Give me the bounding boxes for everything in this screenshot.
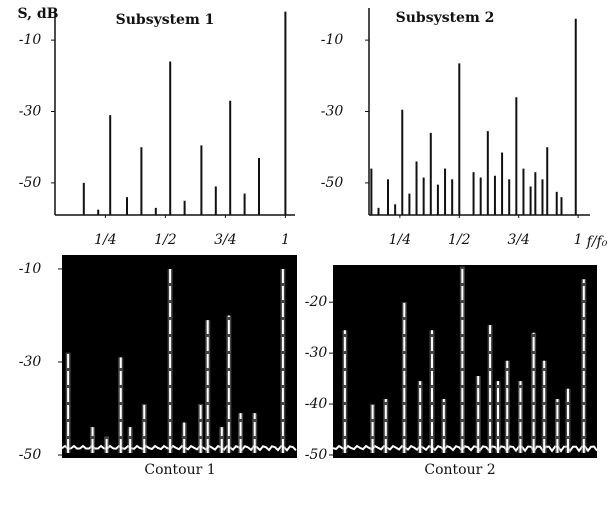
y-tick-label: -10	[321, 32, 344, 48]
x-axis-label: f/f₀	[586, 234, 608, 250]
y-tick-label: -40	[305, 396, 328, 412]
x-tick-label: 1/4	[94, 232, 117, 248]
y-tick-label: -50	[321, 175, 344, 191]
x-tick-label: 1	[281, 232, 290, 248]
panel-caption: Contour 2	[424, 462, 495, 478]
panel-caption: Contour 1	[144, 462, 215, 478]
x-tick-label: 3/4	[214, 232, 237, 248]
y-tick-label: -30	[305, 345, 328, 361]
x-tick-label: 1/2	[154, 232, 177, 248]
x-tick-label: 1/2	[448, 232, 471, 248]
x-tick-label: 1	[574, 232, 583, 248]
noise-floor	[332, 444, 598, 453]
x-tick-label: 3/4	[507, 232, 530, 248]
panel-title: Subsystem 2	[396, 10, 495, 26]
y-tick-label: -50	[305, 447, 328, 463]
y-tick-label: -50	[19, 175, 42, 191]
y-tick-label: -10	[19, 32, 42, 48]
x-tick-label: 1/4	[389, 232, 412, 248]
oscillogram-screen	[333, 265, 597, 458]
y-axis-label: S, dB	[18, 6, 59, 22]
y-tick-label: -10	[19, 261, 42, 277]
y-tick-label: -20	[305, 294, 328, 310]
y-tick-label: -30	[19, 104, 42, 120]
y-tick-label: -50	[19, 447, 42, 463]
panel-title: Subsystem 1	[116, 12, 215, 28]
y-tick-label: -30	[321, 104, 344, 120]
y-tick-label: -30	[19, 354, 42, 370]
oscillogram-screen	[62, 255, 297, 458]
